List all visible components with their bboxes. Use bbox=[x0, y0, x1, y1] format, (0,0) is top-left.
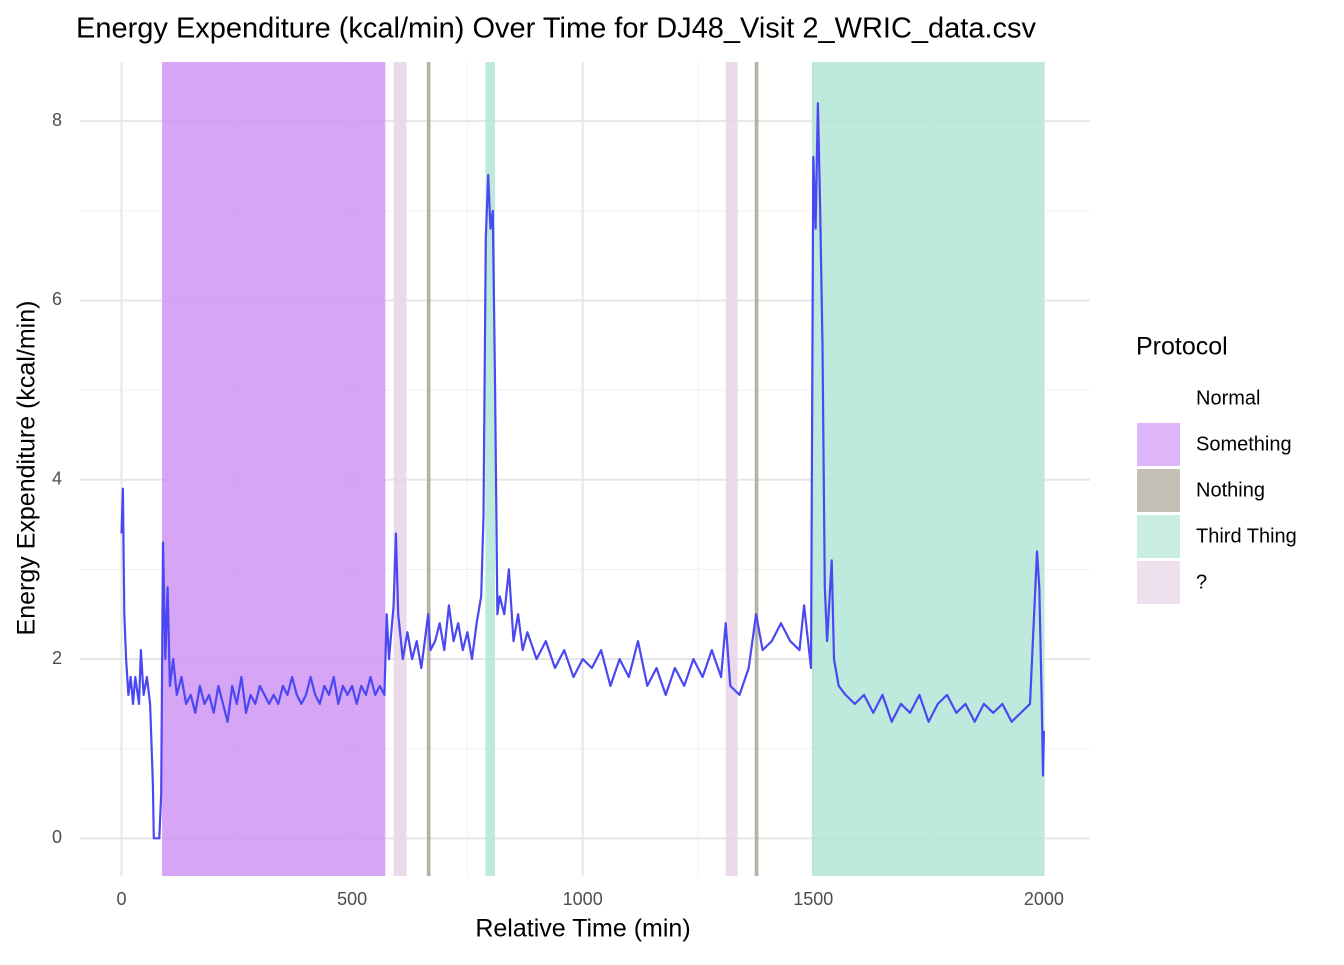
protocol-band bbox=[426, 62, 431, 876]
legend-title: Protocol bbox=[1136, 333, 1228, 361]
y-tick-label: 4 bbox=[52, 469, 62, 489]
chart-title: Energy Expenditure (kcal/min) Over Time … bbox=[76, 13, 1037, 45]
y-tick-label: 0 bbox=[52, 827, 62, 847]
legend-key bbox=[1137, 423, 1180, 466]
legend-key bbox=[1137, 469, 1180, 512]
legend-label: Third Thing bbox=[1196, 525, 1297, 547]
y-axis-label: Energy Expenditure (kcal/min) bbox=[13, 301, 41, 636]
y-tick-label: 8 bbox=[52, 110, 62, 130]
x-axis-label: Relative Time (min) bbox=[475, 915, 690, 943]
y-tick-label: 2 bbox=[52, 648, 62, 668]
protocol-band bbox=[811, 62, 1044, 876]
x-tick-label: 0 bbox=[116, 889, 126, 909]
legend-label: ? bbox=[1196, 571, 1207, 593]
energy-line bbox=[120, 102, 1045, 840]
legend-key bbox=[1137, 377, 1180, 420]
legend-key bbox=[1137, 515, 1180, 558]
protocol-band bbox=[393, 62, 407, 876]
legend-label: Nothing bbox=[1196, 479, 1265, 501]
x-tick-label: 1000 bbox=[563, 889, 603, 909]
legend-label: Something bbox=[1196, 433, 1292, 455]
x-tick-label: 2000 bbox=[1024, 889, 1064, 909]
x-tick-label: 500 bbox=[337, 889, 367, 909]
x-tick-label: 1500 bbox=[793, 889, 833, 909]
protocol-band bbox=[162, 62, 386, 876]
legend-label: Normal bbox=[1196, 387, 1260, 409]
y-tick-label: 6 bbox=[52, 289, 62, 309]
protocol-band bbox=[754, 62, 759, 876]
protocol-band bbox=[725, 62, 738, 876]
protocol-band bbox=[485, 62, 496, 876]
legend-key bbox=[1137, 561, 1180, 604]
